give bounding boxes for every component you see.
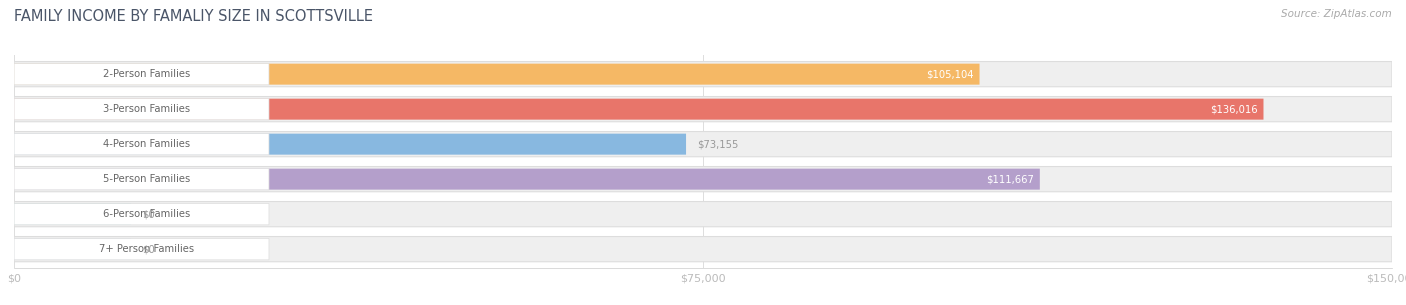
Text: Source: ZipAtlas.com: Source: ZipAtlas.com — [1281, 9, 1392, 19]
FancyBboxPatch shape — [14, 63, 269, 85]
FancyBboxPatch shape — [14, 203, 269, 225]
FancyBboxPatch shape — [14, 239, 131, 260]
FancyBboxPatch shape — [14, 99, 1264, 120]
Text: FAMILY INCOME BY FAMALIY SIZE IN SCOTTSVILLE: FAMILY INCOME BY FAMALIY SIZE IN SCOTTSV… — [14, 9, 373, 24]
Text: $136,016: $136,016 — [1211, 104, 1258, 114]
FancyBboxPatch shape — [14, 131, 1392, 157]
FancyBboxPatch shape — [14, 97, 1392, 122]
Text: 6-Person Families: 6-Person Families — [103, 209, 190, 219]
FancyBboxPatch shape — [14, 202, 1392, 227]
Text: 3-Person Families: 3-Person Families — [103, 104, 190, 114]
FancyBboxPatch shape — [14, 134, 269, 155]
Text: $73,155: $73,155 — [697, 139, 738, 149]
FancyBboxPatch shape — [14, 204, 131, 225]
FancyBboxPatch shape — [14, 64, 980, 85]
FancyBboxPatch shape — [14, 237, 1392, 262]
Text: 4-Person Families: 4-Person Families — [103, 139, 190, 149]
Text: $105,104: $105,104 — [927, 69, 974, 79]
FancyBboxPatch shape — [14, 168, 269, 190]
FancyBboxPatch shape — [14, 167, 1392, 192]
Text: 7+ Person Families: 7+ Person Families — [98, 244, 194, 254]
Text: 5-Person Families: 5-Person Families — [103, 174, 190, 184]
Text: $0: $0 — [142, 244, 155, 254]
FancyBboxPatch shape — [14, 134, 686, 155]
FancyBboxPatch shape — [14, 239, 269, 260]
Text: 2-Person Families: 2-Person Families — [103, 69, 190, 79]
FancyBboxPatch shape — [14, 99, 269, 120]
FancyBboxPatch shape — [14, 62, 1392, 87]
Text: $111,667: $111,667 — [987, 174, 1035, 184]
Text: $0: $0 — [142, 209, 155, 219]
FancyBboxPatch shape — [14, 169, 1040, 190]
